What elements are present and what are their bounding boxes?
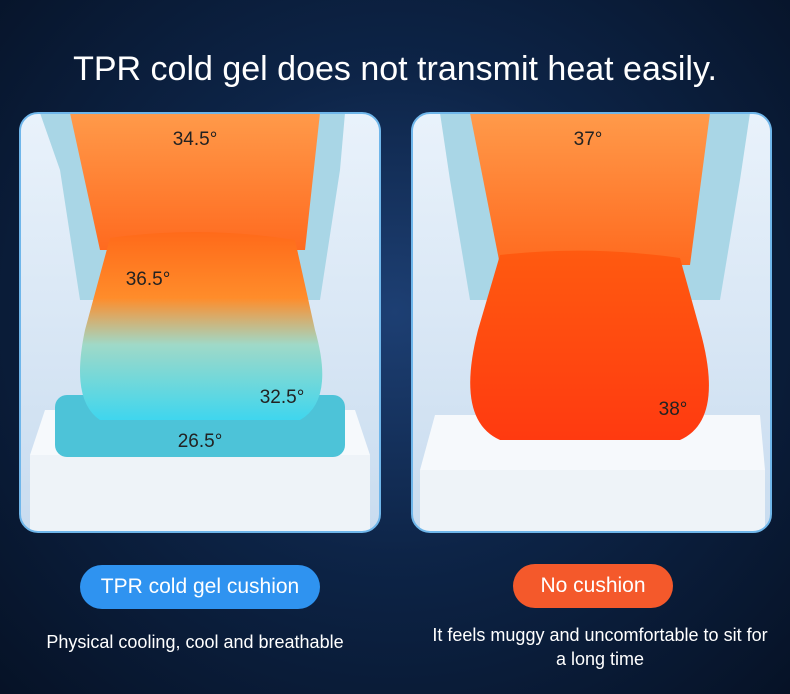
- temperature: 26.5°: [177, 431, 223, 452]
- label-button: No cushion: [513, 564, 673, 608]
- title: TPR cold gel does not transmit heat easi…: [73, 50, 717, 88]
- temperature: 38°: [658, 399, 688, 420]
- temperature: 36.5°: [125, 269, 171, 290]
- temperature: 32.5°: [259, 387, 305, 408]
- caption: It feels muggy and uncomfortable to sit …: [432, 625, 768, 669]
- caption: Physical cooling, cool and breathable: [46, 632, 344, 652]
- label-button: TPR cold gel cushion: [80, 565, 320, 609]
- temperature: 34.5°: [172, 129, 218, 150]
- temperature: 37°: [573, 129, 603, 150]
